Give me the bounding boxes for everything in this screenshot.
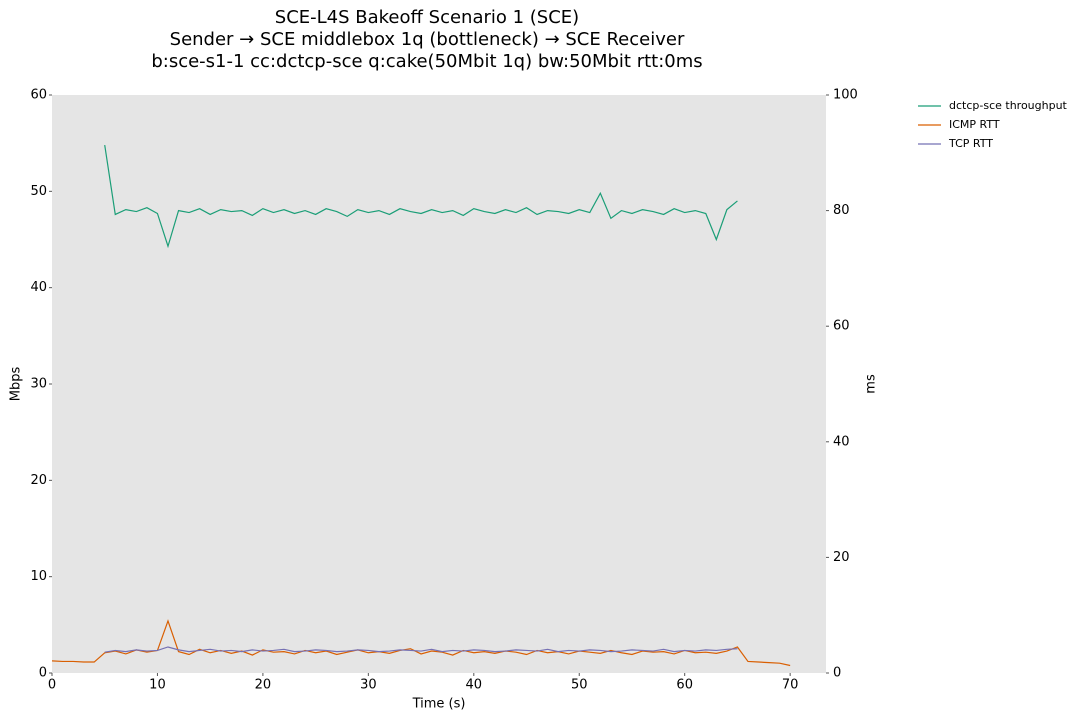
y2-tick-label: 100 (833, 88, 858, 103)
y-tick-label: 20 (30, 473, 47, 488)
y-tick-label: 30 (30, 377, 47, 392)
x-axis-label: Time (s) (412, 697, 466, 712)
chart-title: b:sce-s1-1 cc:dctcp-sce q:cake(50Mbit 1q… (151, 51, 702, 72)
y2-tick-label: 40 (833, 434, 850, 449)
y-tick-label: 40 (30, 280, 47, 295)
plot-background (52, 95, 826, 673)
y-tick-label: 0 (39, 666, 47, 681)
x-tick-label: 10 (149, 678, 166, 693)
series-line (104, 646, 738, 653)
x-tick-label: 20 (255, 678, 272, 693)
x-tick-label: 60 (676, 678, 693, 693)
y2-tick-label: 60 (833, 319, 850, 334)
legend-label: dctcp-sce throughput (949, 99, 1068, 112)
y2-tick-label: 0 (833, 666, 841, 681)
x-tick-label: 50 (571, 678, 588, 693)
chart-title: Sender → SCE middlebox 1q (bottleneck) →… (170, 29, 685, 50)
y-tick-label: 50 (30, 184, 47, 199)
y-tick-label: 60 (30, 88, 47, 103)
legend-label: TCP RTT (948, 137, 993, 150)
x-tick-label: 70 (782, 678, 799, 693)
y2-axis-label: ms (864, 374, 879, 394)
series-line (104, 144, 738, 249)
y2-tick-label: 20 (833, 550, 850, 565)
x-tick-label: 0 (48, 678, 56, 693)
x-tick-label: 40 (466, 678, 483, 693)
legend-label: ICMP RTT (949, 118, 1000, 131)
series-line (51, 619, 791, 667)
chart-title: SCE-L4S Bakeoff Scenario 1 (SCE) (275, 7, 579, 28)
y-tick-label: 10 (30, 569, 47, 584)
y-axis-label: Mbps (9, 367, 24, 402)
y2-tick-label: 80 (833, 203, 850, 218)
x-tick-label: 30 (360, 678, 377, 693)
